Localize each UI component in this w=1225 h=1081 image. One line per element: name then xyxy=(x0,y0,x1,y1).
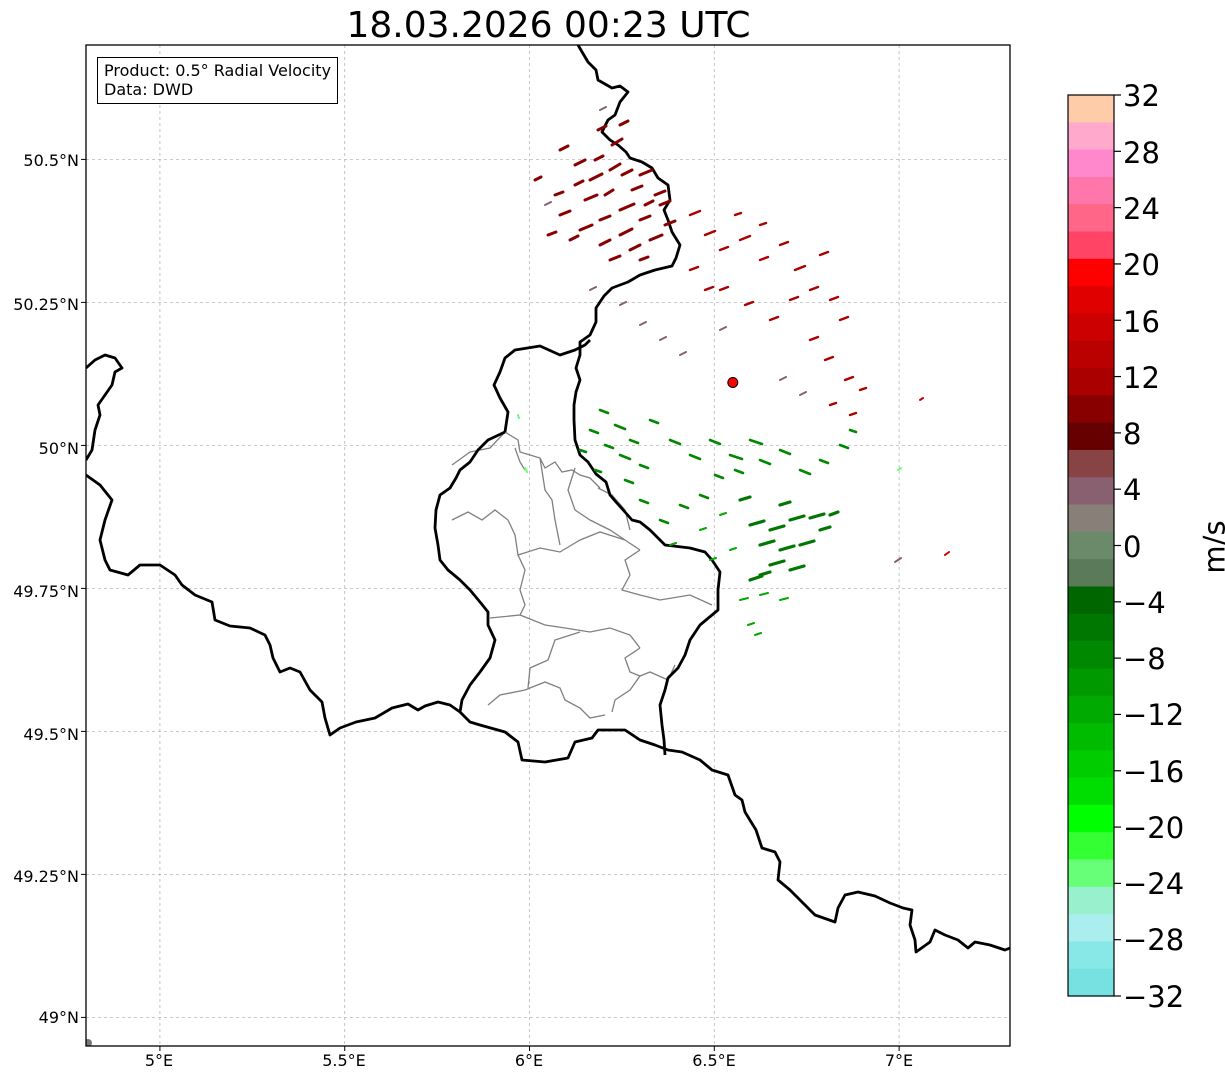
colorbar-segment xyxy=(1068,395,1114,424)
colorbar-tick-label: 16 xyxy=(1123,305,1160,339)
colorbar-tick-label: 24 xyxy=(1123,192,1160,226)
colorbar-segment xyxy=(1068,149,1114,178)
product-label: Product: 0.5° Radial Velocity xyxy=(104,61,332,80)
colorbar-segment xyxy=(1068,968,1114,997)
lon-tick-label: 5°E xyxy=(144,1051,174,1070)
lat-tick-label: 50.25°N xyxy=(13,295,79,314)
colorbar-segment xyxy=(1068,804,1114,833)
lat-tick-label: 49.25°N xyxy=(13,867,79,886)
lon-tick-label: 5.5°E xyxy=(322,1051,366,1070)
colorbar-segment xyxy=(1068,95,1114,123)
country-borders xyxy=(86,45,1010,954)
colorbar-tick-label: 28 xyxy=(1123,136,1160,170)
colorbar-tick-label: 8 xyxy=(1123,417,1142,451)
colorbar-segment xyxy=(1068,204,1114,233)
colorbar-segment xyxy=(1068,340,1114,369)
lon-tick-label: 6.5°E xyxy=(692,1051,736,1070)
axis-ticks xyxy=(81,158,900,1051)
colorbar-segment xyxy=(1068,231,1114,260)
colorbar-segment xyxy=(1068,559,1114,588)
map-title: 18.03.2026 00:23 UTC xyxy=(346,5,751,46)
colorbar-segment xyxy=(1068,422,1114,451)
colorbar-tick-label: 20 xyxy=(1123,248,1160,282)
colorbar-tick-label: −8 xyxy=(1123,642,1166,676)
colorbar-segment xyxy=(1068,777,1114,806)
map-frame xyxy=(85,44,1011,1047)
colorbar-segment xyxy=(1068,941,1114,970)
colorbar-segment xyxy=(1068,477,1114,506)
colorbar-segment xyxy=(1068,832,1114,861)
colorbar-tick-label: 32 xyxy=(1123,79,1160,113)
colorbar-segment xyxy=(1068,668,1114,697)
lat-tick-label: 49.5°N xyxy=(23,725,79,744)
colorbar-tick-label: −28 xyxy=(1123,923,1185,957)
colorbar-segment xyxy=(1068,122,1114,151)
colorbar-segment xyxy=(1068,641,1114,669)
lat-tick-label: 49.75°N xyxy=(13,582,79,601)
lon-tick-label: 7°E xyxy=(884,1051,914,1070)
colorbar-segment xyxy=(1068,886,1114,915)
radar-echoes-inbound xyxy=(517,408,902,636)
colorbar-unit-label: m/s xyxy=(1197,520,1225,574)
product-info-box: Product: 0.5° Radial Velocity Data: DWD xyxy=(97,57,339,104)
lon-tick-label: 6°E xyxy=(514,1051,544,1070)
colorbar-segment xyxy=(1068,531,1114,560)
radar-site-marker xyxy=(727,376,739,388)
colorbar-segment xyxy=(1068,722,1114,751)
colorbar xyxy=(1068,95,1114,997)
lat-tick-label: 49°N xyxy=(38,1008,79,1027)
colorbar-tick-label: 12 xyxy=(1123,361,1160,395)
colorbar-tick-label: −12 xyxy=(1123,698,1185,732)
colorbar-tick-label: −16 xyxy=(1123,755,1185,789)
colorbar-segment xyxy=(1068,613,1114,642)
colorbar-tick-label: −20 xyxy=(1123,811,1185,845)
colorbar-segment xyxy=(1068,914,1114,942)
colorbar-segment xyxy=(1068,695,1114,724)
data-source-label: Data: DWD xyxy=(104,80,194,99)
colorbar-segment xyxy=(1068,750,1114,779)
colorbar-segment xyxy=(1068,449,1114,478)
lat-tick-label: 50°N xyxy=(38,439,79,458)
colorbar-tick-label: 0 xyxy=(1123,530,1142,564)
colorbar-tick-label: −4 xyxy=(1123,586,1166,620)
colorbar-segment xyxy=(1068,504,1114,533)
grid-lines xyxy=(86,45,1010,1046)
colorbar-segment xyxy=(1068,313,1114,342)
colorbar-tick-label: −24 xyxy=(1123,867,1185,901)
colorbar-segment xyxy=(1068,368,1114,396)
colorbar-segment xyxy=(1068,859,1114,888)
lat-tick-label: 50.5°N xyxy=(23,151,79,170)
colorbar-tick-label: −32 xyxy=(1123,980,1185,1014)
colorbar-segment xyxy=(1068,586,1114,615)
colorbar-segment xyxy=(1068,258,1114,287)
radar-echoes-outbound xyxy=(533,106,950,563)
colorbar-segment xyxy=(1068,286,1114,315)
canton-boundaries xyxy=(451,431,713,719)
colorbar-segment xyxy=(1068,176,1114,205)
colorbar-tick-label: 4 xyxy=(1123,473,1142,507)
